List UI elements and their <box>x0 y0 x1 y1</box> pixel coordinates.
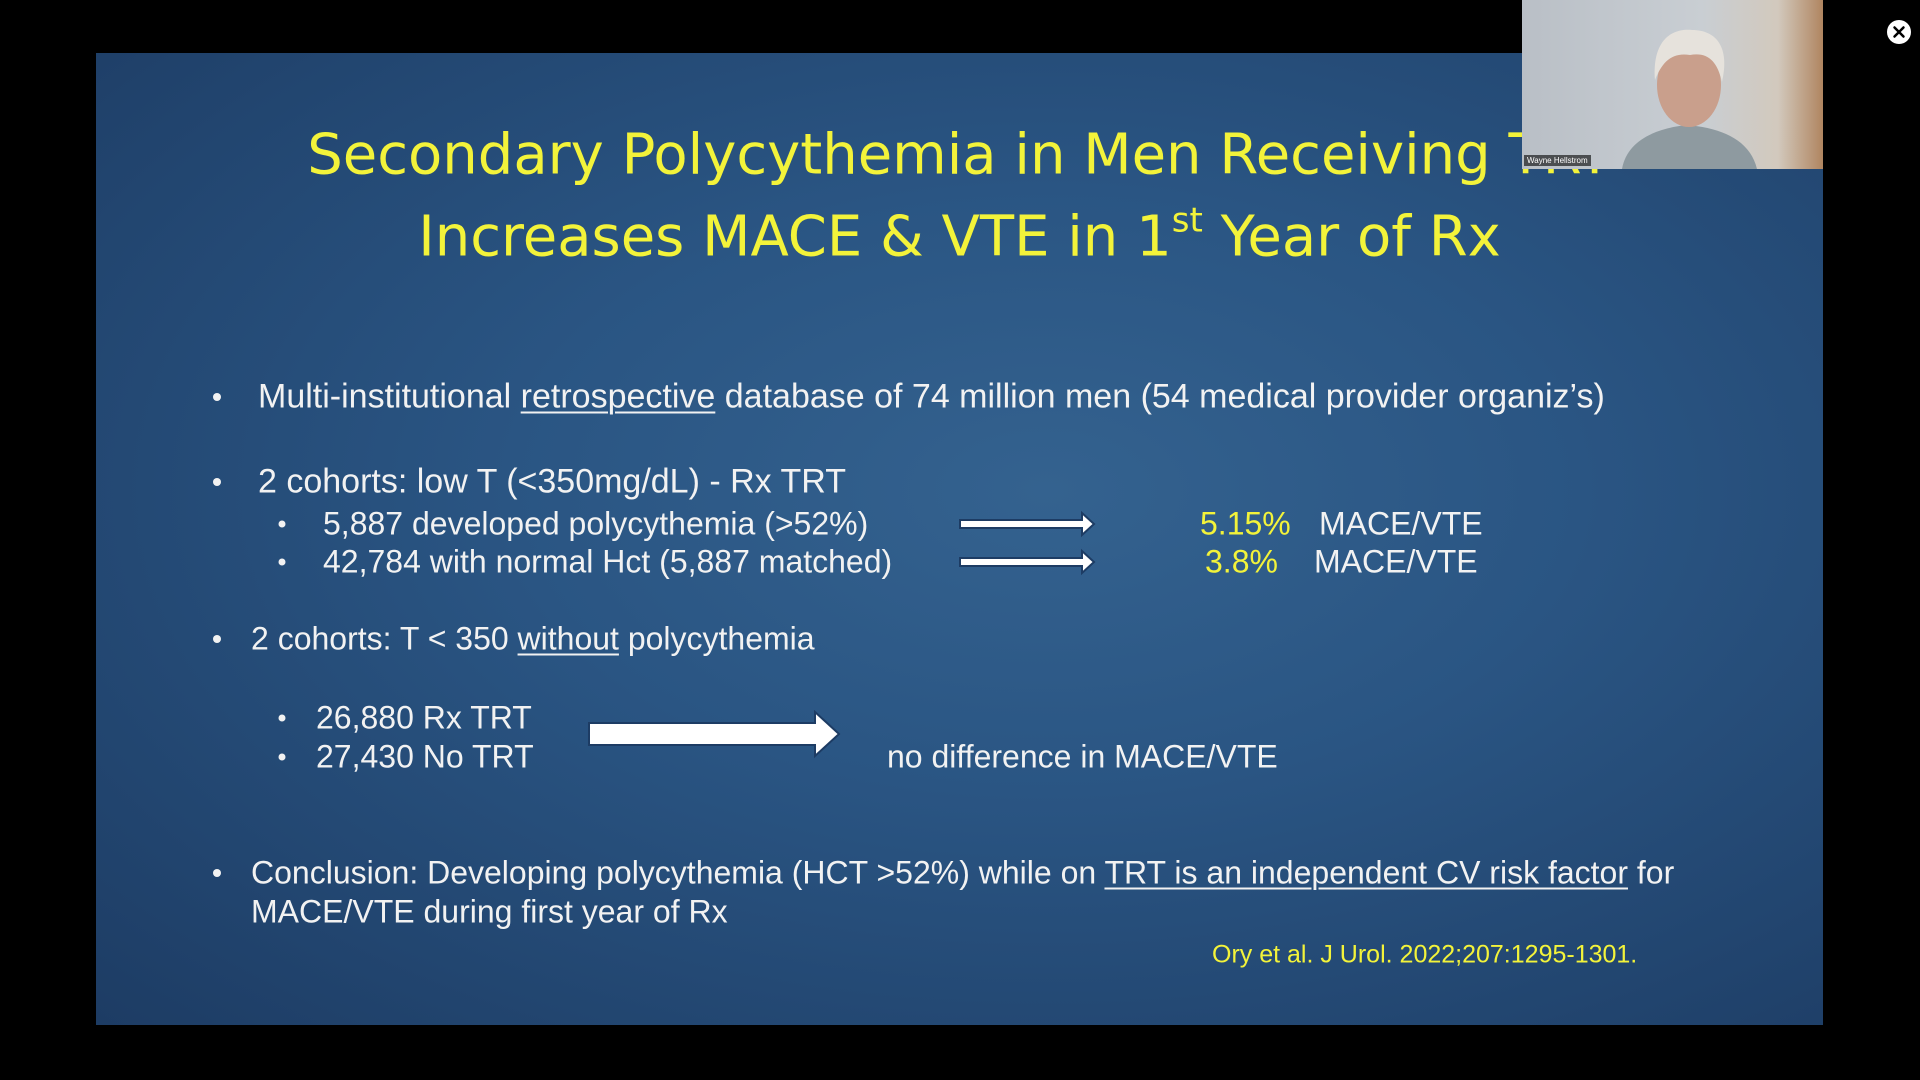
sub-bullet-text: 27,430 No TRT <box>316 738 534 775</box>
bullet-text: Conclusion: Developing polycythemia (HCT… <box>251 855 1674 892</box>
outcome: MACE/VTE <box>1319 505 1483 542</box>
slide-title: Increases MACE & VTE in 1st Year of Rx <box>96 201 1823 270</box>
title-text: Increases MACE & VTE in 1 <box>418 204 1172 270</box>
shoulders <box>1622 125 1757 169</box>
text: 2 cohorts: T < 350 <box>251 620 509 657</box>
rate: 3.8% <box>1205 543 1278 580</box>
slide-title: Secondary Polycythemia in Men Receiving … <box>307 122 1612 188</box>
underlined-text: without <box>517 620 619 657</box>
title-sup: st <box>1171 200 1203 241</box>
text: Conclusion: Developing polycythemia (HCT… <box>251 854 1097 891</box>
bullet <box>213 869 221 877</box>
citation: Ory et al. J Urol. 2022;207:1295-1301. <box>1212 940 1638 969</box>
bullet-text: 2 cohorts: T < 350 without polycythemia <box>251 621 815 658</box>
arrow <box>959 510 1096 538</box>
bullet <box>278 753 286 761</box>
close-button[interactable] <box>1887 20 1911 44</box>
text: for <box>1636 854 1675 891</box>
sub-bullet-text: 5,887 developed polycythemia (>52%) <box>323 505 869 542</box>
text: Multi-institutional <box>258 377 512 416</box>
outcome: MACE/VTE <box>1314 543 1478 580</box>
arrows <box>588 710 841 759</box>
bullet <box>278 558 286 566</box>
bullet-text: MACE/VTE during first year of Rx <box>251 893 728 930</box>
hair <box>1654 29 1725 82</box>
video-tile: Wayne Hellstrom <box>1522 0 1823 169</box>
text: database of 74 million men (54 medical p… <box>724 377 1605 416</box>
slide: Secondary Polycythemia in Men Receiving … <box>96 53 1823 1025</box>
result-text: no difference in MACE/VTE <box>887 738 1278 775</box>
title-text: Year of Rx <box>1220 204 1501 270</box>
rate: 5.15% <box>1200 505 1291 542</box>
bullet <box>278 520 286 528</box>
underlined-text: retrospective <box>520 377 716 416</box>
arrow <box>588 710 841 759</box>
participant-video <box>1622 29 1757 169</box>
bullet <box>213 393 221 401</box>
bullet-text: 2 cohorts: low T (<350mg/dL) - Rx TRT <box>258 462 846 501</box>
close-icon <box>1893 26 1905 38</box>
sub-bullet-text: 26,880 Rx TRT <box>316 699 532 736</box>
bullet <box>213 478 221 486</box>
bullet-text: Multi-institutional retrospective databa… <box>258 378 1605 417</box>
sub-bullet-text: 42,784 with normal Hct (5,887 matched) <box>323 543 893 580</box>
participant-name: Wayne Hellstrom <box>1524 155 1591 166</box>
arrow <box>959 548 1096 576</box>
arrows <box>959 510 1096 576</box>
bullet <box>213 635 221 643</box>
underlined-text: TRT is an independent CV risk factor <box>1104 854 1628 891</box>
face <box>1657 43 1721 127</box>
bullet <box>278 714 286 722</box>
text: polycythemia <box>627 620 815 657</box>
